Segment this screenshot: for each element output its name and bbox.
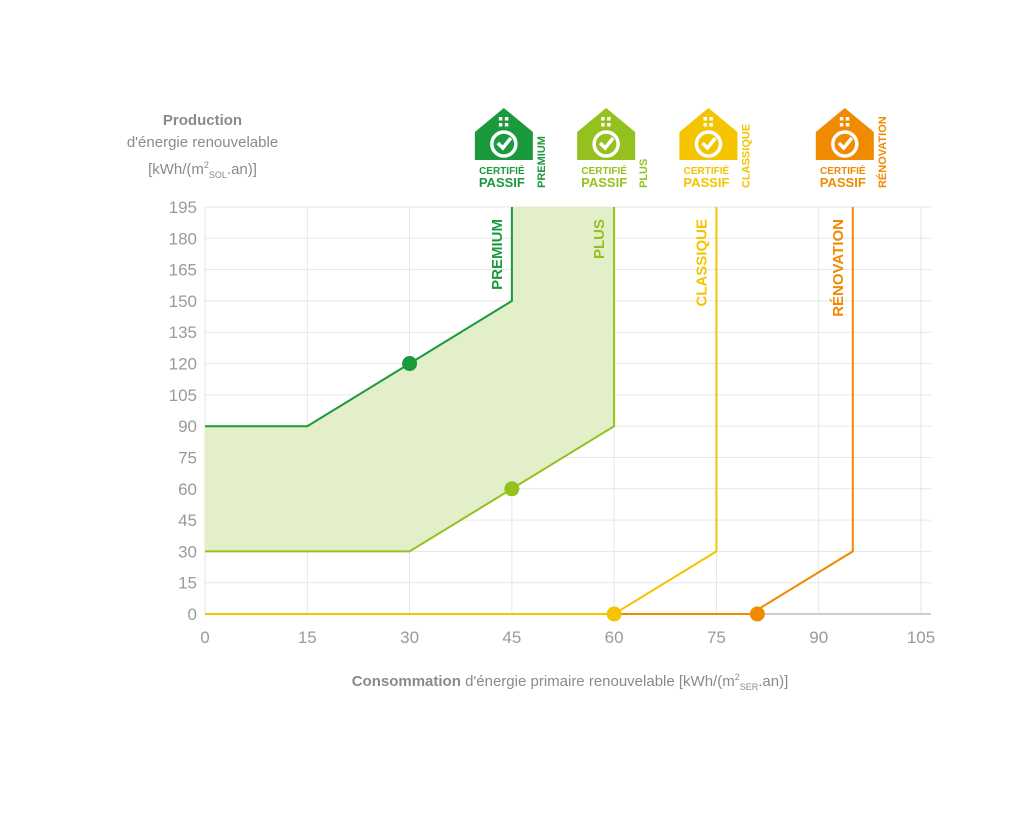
- check-circle-icon: [831, 130, 859, 158]
- badge-line2: PASSIF: [683, 175, 729, 190]
- x-axis-title: Consommation: [351, 673, 461, 690]
- window-icon: [601, 117, 605, 121]
- check-icon: [496, 136, 513, 151]
- y-axis-subtitle: d'énergie renouvelable: [126, 134, 279, 151]
- window-icon: [498, 117, 503, 121]
- series-marker-premium: [402, 356, 418, 372]
- window-icon: [703, 123, 707, 127]
- check-circle-icon: [592, 130, 620, 158]
- x-tick-label: 45: [502, 628, 521, 647]
- badge-line2: PASSIF: [820, 175, 866, 190]
- window-icon: [504, 123, 509, 127]
- x-tick-label: 75: [707, 628, 726, 647]
- y-tick-label: 180: [169, 229, 197, 248]
- y-tick-label: 15: [178, 574, 197, 593]
- check-icon: [837, 136, 854, 151]
- y-tick-label: 30: [178, 542, 197, 561]
- window-icon: [709, 123, 713, 127]
- x-tick-label: 0: [200, 628, 209, 647]
- series-label-premium: PREMIUM: [489, 219, 506, 290]
- window-icon: [703, 117, 707, 121]
- badge-level: RÉNOVATION: [876, 116, 889, 188]
- series-marker-plus: [504, 481, 520, 497]
- window-icon: [839, 123, 844, 127]
- check-icon: [701, 136, 717, 151]
- y-tick-label: 105: [169, 386, 197, 405]
- badge-level: CLASSIQUE: [740, 124, 752, 188]
- y-tick-label: 150: [169, 292, 197, 311]
- y-tick-label: 135: [169, 323, 197, 342]
- series-label-classique: CLASSIQUE: [693, 219, 710, 307]
- window-icon: [601, 123, 605, 127]
- badge-line1: CERTIFIÉ: [684, 164, 730, 177]
- badge-line2: PASSIF: [581, 175, 627, 190]
- y-tick-label: 75: [178, 448, 197, 467]
- y-axis-title: Production: [162, 112, 243, 129]
- series-label-renovation: RÉNOVATION: [830, 219, 847, 317]
- series-marker-renovation: [749, 606, 765, 622]
- series-line-renovation: [614, 207, 854, 615]
- x-axis-unit: [kWh/(m2SER.an)]: [678, 672, 789, 692]
- badge-line1: CERTIFIÉ: [820, 164, 866, 177]
- badge-line1: CERTIFIÉ: [479, 164, 525, 177]
- y-tick-label: 0: [188, 605, 197, 624]
- badge-text-bg: [813, 160, 876, 188]
- badge-level: PLUS: [638, 159, 650, 188]
- badge-text-bg: [677, 160, 740, 188]
- x-tick-label: 90: [809, 628, 828, 647]
- check-icon: [598, 136, 615, 151]
- house-icon: [577, 108, 636, 166]
- x-tick-label: 15: [298, 628, 317, 647]
- y-tick-label: 165: [169, 261, 197, 280]
- x-tick-label: 60: [605, 628, 624, 647]
- y-tick-label: 120: [169, 355, 197, 374]
- y-axis-unit: [kWh/(m2SOL.an)]: [148, 160, 257, 180]
- series-line-classique: [205, 207, 718, 615]
- check-circle-icon: [490, 130, 518, 158]
- x-tick-label: 105: [907, 628, 935, 647]
- house-icon: [679, 108, 738, 166]
- x-axis-rest: d'énergie primaire renouvelable: [465, 673, 675, 690]
- series-marker-classique: [606, 606, 622, 622]
- y-tick-label: 90: [178, 417, 197, 436]
- house-icon: [474, 108, 533, 166]
- y-axis-label: Production d'énergie renouvelable [kWh/(…: [100, 110, 305, 186]
- shaded-region: [205, 207, 615, 552]
- badge-text-bg: [575, 160, 638, 188]
- check-circle-icon: [694, 130, 723, 158]
- x-tick-label: 30: [400, 628, 419, 647]
- badge-line2: PASSIF: [479, 175, 525, 190]
- window-icon: [607, 117, 611, 121]
- window-icon: [839, 117, 844, 121]
- window-icon: [845, 123, 850, 127]
- window-icon: [607, 123, 611, 127]
- window-icon: [845, 117, 850, 121]
- badge-line1: CERTIFIÉ: [581, 164, 627, 177]
- window-icon: [709, 117, 713, 121]
- badge-level: PREMIUM: [536, 136, 548, 188]
- y-tick-label: 45: [178, 511, 197, 530]
- window-icon: [504, 117, 509, 121]
- series-label-plus: PLUS: [591, 219, 608, 259]
- house-icon: [815, 108, 874, 166]
- y-tick-label: 195: [169, 198, 197, 217]
- window-icon: [498, 123, 503, 127]
- x-axis-label: Consommation d'énergie primaire renouvel…: [200, 672, 940, 692]
- badge-text-bg: [472, 160, 535, 188]
- y-tick-label: 60: [178, 480, 197, 499]
